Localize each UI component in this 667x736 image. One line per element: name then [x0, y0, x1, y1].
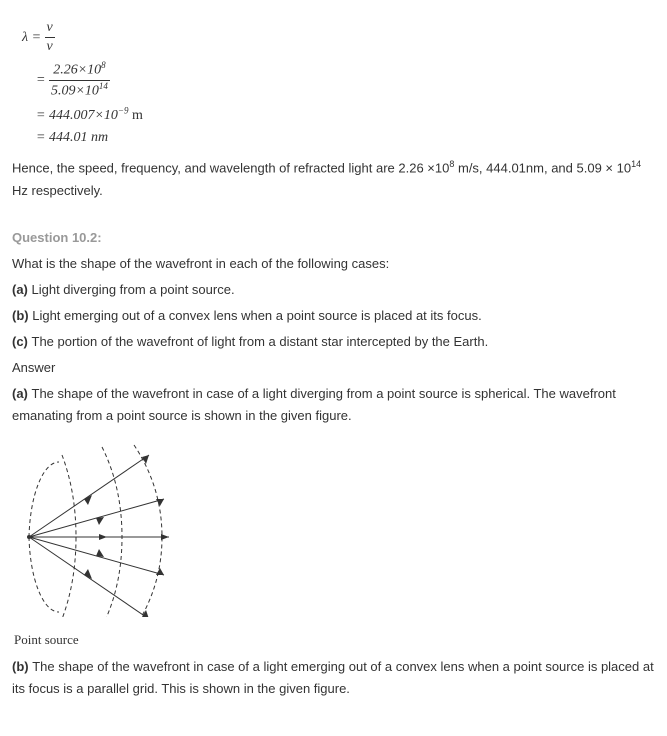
eq2-den: 5.09×1014	[49, 81, 110, 101]
eq3: = 444.007×10−9 m	[36, 108, 143, 123]
eq2-fraction: 2.26×108 5.09×1014	[49, 60, 110, 101]
label-b: (b)	[12, 308, 32, 323]
eq2-num: 2.26×108	[49, 60, 110, 81]
figure-caption: Point source	[12, 629, 655, 651]
question-c: (c) The portion of the wavefront of ligh…	[12, 331, 655, 353]
point-source-figure	[14, 437, 655, 624]
eq1-fraction: v ν	[45, 19, 55, 56]
eq1-num: v	[45, 19, 55, 38]
question-b: (b) Light emerging out of a convex lens …	[12, 305, 655, 327]
label-c: (c)	[12, 334, 32, 349]
question-a: (a) Light diverging from a point source.	[12, 279, 655, 301]
answer-a: (a) The shape of the wavefront in case o…	[12, 383, 655, 427]
answer-label-b: (b)	[12, 659, 32, 674]
eq1-den: ν	[45, 38, 55, 56]
eq2-eq: =	[36, 73, 45, 88]
eq1-left: λ =	[22, 30, 41, 45]
eq4: = 444.01 nm	[36, 130, 108, 145]
label-a: (a)	[12, 282, 32, 297]
question-stem: What is the shape of the wavefront in ea…	[12, 253, 655, 275]
question-title: Question 10.2:	[12, 227, 655, 249]
answer-b: (b) The shape of the wavefront in case o…	[12, 656, 655, 700]
summary-text: Hence, the speed, frequency, and wavelen…	[12, 157, 655, 202]
answer-label-a: (a)	[12, 386, 32, 401]
answer-heading: Answer	[12, 357, 655, 379]
equation-block: λ = v ν = 2.26×108 5.09×1014 = 444.007×1…	[12, 19, 655, 147]
